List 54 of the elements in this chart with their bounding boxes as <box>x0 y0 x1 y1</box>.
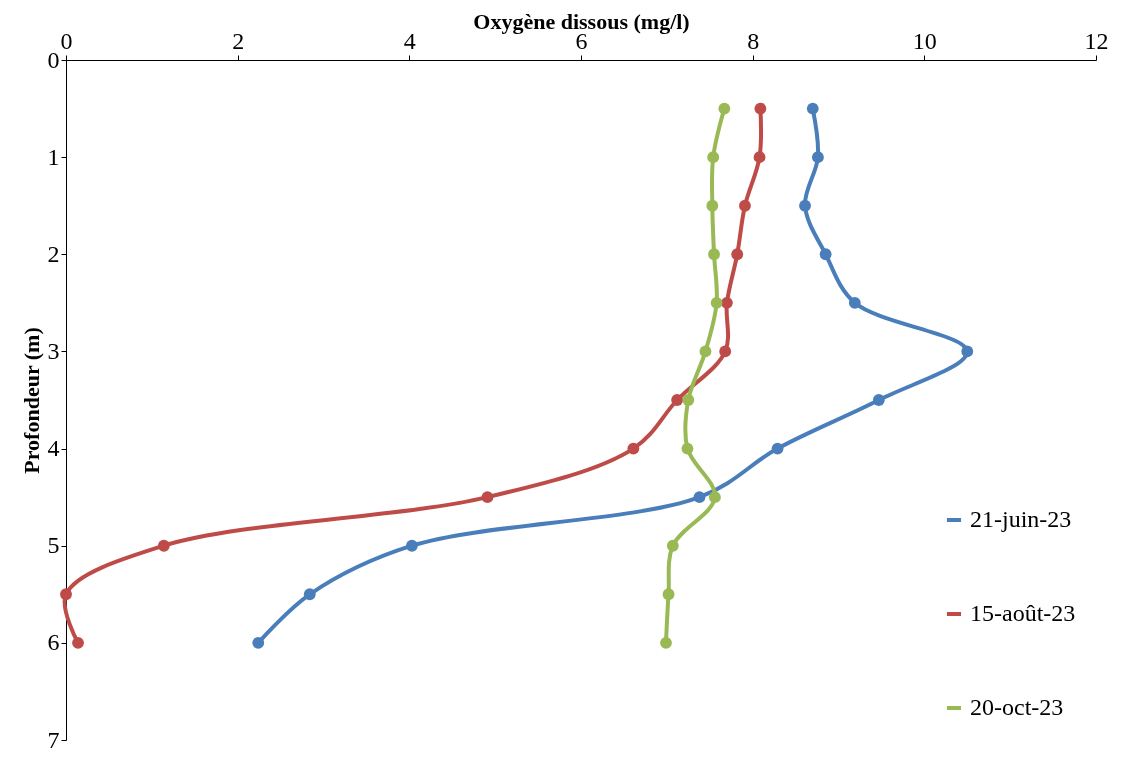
point <box>60 588 72 601</box>
point <box>811 151 824 164</box>
point <box>771 442 784 455</box>
point <box>627 442 640 455</box>
point <box>671 394 684 406</box>
point <box>718 102 731 115</box>
point <box>710 296 723 309</box>
point <box>961 345 974 358</box>
x-tick-label: 4 <box>403 27 416 54</box>
y-tick-label: 2 <box>47 240 60 267</box>
point <box>731 248 744 261</box>
point <box>666 539 679 552</box>
legend-label: 21-juin-23 <box>970 506 1072 532</box>
y-tick-label: 0 <box>47 46 60 73</box>
point <box>754 102 767 115</box>
point <box>481 491 494 504</box>
y-tick-label: 3 <box>47 337 60 364</box>
point <box>719 345 732 358</box>
point <box>681 442 694 455</box>
x-tick-label: 10 <box>912 27 937 54</box>
point <box>799 199 811 212</box>
point <box>753 151 766 164</box>
point <box>706 199 719 212</box>
point <box>721 296 733 309</box>
point <box>405 539 418 552</box>
point <box>739 199 751 212</box>
point <box>693 491 706 504</box>
y-tick-label: 7 <box>47 726 60 753</box>
point <box>819 248 832 261</box>
point <box>157 539 170 552</box>
x-tick-label: 12 <box>1084 27 1109 54</box>
point <box>699 345 712 358</box>
point <box>682 394 695 406</box>
point <box>708 248 720 261</box>
point <box>708 491 721 504</box>
point <box>660 636 672 649</box>
x-axis-title: Oxygène dissous (mg/l) <box>473 8 690 34</box>
y-tick-label: 1 <box>47 143 60 170</box>
legend-label: 20-oct-23 <box>970 694 1064 720</box>
point <box>252 636 265 649</box>
point <box>303 588 316 601</box>
point <box>662 588 675 601</box>
point <box>806 102 819 115</box>
point <box>72 636 84 649</box>
y-tick-label: 6 <box>47 629 60 656</box>
x-tick-label: 2 <box>232 27 245 54</box>
y-tick-label: 4 <box>47 435 60 462</box>
x-tick-label: 8 <box>747 27 760 54</box>
point <box>848 296 861 309</box>
point <box>707 151 720 164</box>
y-tick-label: 5 <box>47 532 60 559</box>
y-axis-title: Profondeur (m) <box>18 327 44 474</box>
legend-label: 15-août-23 <box>970 600 1076 626</box>
point <box>872 394 885 406</box>
